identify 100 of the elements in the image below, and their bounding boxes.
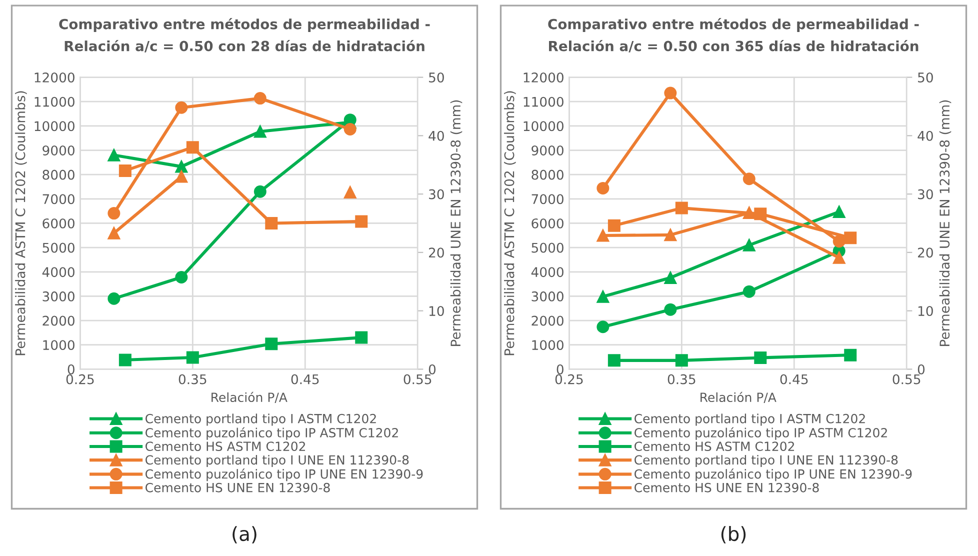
point [596, 320, 610, 334]
x-tick-label: 0.45 [780, 374, 808, 384]
y-axis-title: Permeabilidad ASTM C 1202 (Coulombs) [504, 91, 516, 356]
y-tick-label: 0 [556, 364, 564, 374]
y-tick-label: 5000 [532, 242, 564, 253]
y-tick-label: 6000 [532, 218, 564, 228]
point [118, 164, 132, 177]
y2-tick-label: 50 [918, 72, 933, 82]
text: (a) [232, 526, 256, 544]
legend-label: Cemento HS UNE EN 12390-8 [146, 482, 330, 492]
y2-axis-title: Permeabilidad UNE EN 12390-8 (mm) [939, 100, 952, 346]
legend-label: Cemento puzolánico tipo IP ASTM C1202 [634, 427, 887, 440]
y-tick-label: 2000 [42, 316, 74, 326]
point [265, 216, 278, 230]
y2-tick-label: 50 [429, 72, 444, 82]
y-tick-label: 1000 [43, 340, 74, 350]
point [742, 285, 756, 298]
point [742, 238, 756, 252]
point [175, 160, 188, 173]
y2-tick-label: 0 [428, 364, 436, 374]
point [675, 202, 688, 214]
point [355, 331, 368, 344]
y2-tick-label: 10 [429, 306, 444, 316]
point [664, 303, 677, 316]
point [175, 170, 188, 183]
legend-label: Cemento portland tipo I ASTM C1202 [634, 414, 865, 426]
legend-label: Cemento puzolánico tipo IP UNE EN 12390-9 [146, 468, 423, 482]
y-tick-label: 11000 [524, 96, 564, 107]
point [844, 348, 857, 362]
point [596, 229, 610, 242]
x-axis-title: Relación P/A [212, 392, 288, 404]
point [355, 215, 368, 228]
y-tick-label: 8000 [42, 170, 74, 180]
point [832, 251, 846, 264]
y-tick-label: 2000 [532, 316, 564, 326]
point [608, 354, 620, 367]
y-tick-label: 8000 [532, 170, 564, 180]
y2-axis-title: Permeabilidad UNE EN 12390-8 (mm) [450, 100, 462, 346]
point [754, 208, 767, 220]
chart-title: Comparativo entre métodos de permeabilidad - [59, 18, 430, 32]
point [754, 352, 767, 364]
y2-tick-label: 20 [428, 248, 444, 258]
point [175, 101, 188, 114]
point [108, 292, 120, 305]
y-tick-label: 10000 [34, 121, 74, 132]
point [254, 185, 266, 198]
x-tick-label: 0.35 [668, 374, 696, 384]
y-tick-label: 4000 [531, 267, 564, 278]
y-tick-label: 3000 [42, 291, 74, 302]
x-tick-label: 0.55 [404, 374, 432, 384]
point [254, 92, 266, 105]
legend-label: Cemento puzolánico tipo IP UNE EN 12390-9 [634, 468, 912, 482]
point [254, 125, 266, 138]
y-tick-label: 1000 [532, 340, 564, 350]
point [664, 271, 677, 284]
y-tick-label: 3000 [532, 291, 564, 302]
y-tick-label: 5000 [42, 242, 74, 253]
y-tick-label: 7000 [42, 194, 74, 204]
legend-label: Cemento HS ASTM C1202 [634, 442, 794, 452]
point [108, 226, 120, 240]
chart-title: Comparativo entre métodos de permeabilidad - [548, 18, 919, 32]
y2-tick-label: 40 [918, 130, 933, 141]
legend-label: Cemento portland tipo I UNE EN 112390-8 [146, 454, 409, 468]
chart-subtitle: Relación a/c = 0.50 con 365 días de hidratación [549, 40, 918, 52]
y2-tick-label: 40 [428, 130, 444, 141]
point [832, 206, 846, 218]
point [664, 86, 677, 100]
point [108, 148, 120, 162]
y2-tick-label: 20 [918, 248, 933, 258]
point [675, 354, 688, 367]
point [742, 172, 756, 186]
point [186, 351, 199, 364]
y-tick-label: 12000 [524, 72, 564, 82]
point [265, 338, 278, 350]
point [844, 232, 857, 244]
x-axis-title: Relación P/A [700, 392, 776, 404]
y-tick-label: 9000 [532, 145, 564, 156]
legend-label: Cemento HS ASTM C1202 [146, 442, 306, 452]
point [344, 122, 356, 136]
y-tick-label: 12000 [34, 72, 74, 82]
x-tick-label: 0.25 [555, 374, 583, 384]
x-tick-label: 0.25 [66, 374, 94, 384]
y2-tick-label: 30 [429, 189, 444, 200]
y-tick-label: 10000 [524, 121, 564, 132]
y-tick-label: 4000 [42, 267, 74, 278]
y-tick-label: 7000 [532, 194, 564, 204]
legend-label: Cemento portland tipo I ASTM C1202 [146, 414, 376, 426]
text: (b) [721, 526, 746, 544]
x-tick-label: 0.55 [892, 374, 920, 384]
y-tick-label: 0 [68, 364, 74, 374]
x-tick-label: 0.45 [291, 374, 319, 384]
point [175, 270, 188, 284]
y-tick-label: 9000 [42, 145, 74, 156]
point [664, 228, 677, 242]
point [108, 207, 120, 220]
point [344, 186, 356, 199]
y2-tick-label: 0 [918, 364, 925, 374]
y-axis-title: Permeabilidad ASTM C 1202 (Coulombs) [15, 91, 27, 356]
legend-label: Cemento portland tipo I UNE EN 112390-8 [634, 454, 898, 468]
x-tick-label: 0.35 [178, 374, 206, 384]
